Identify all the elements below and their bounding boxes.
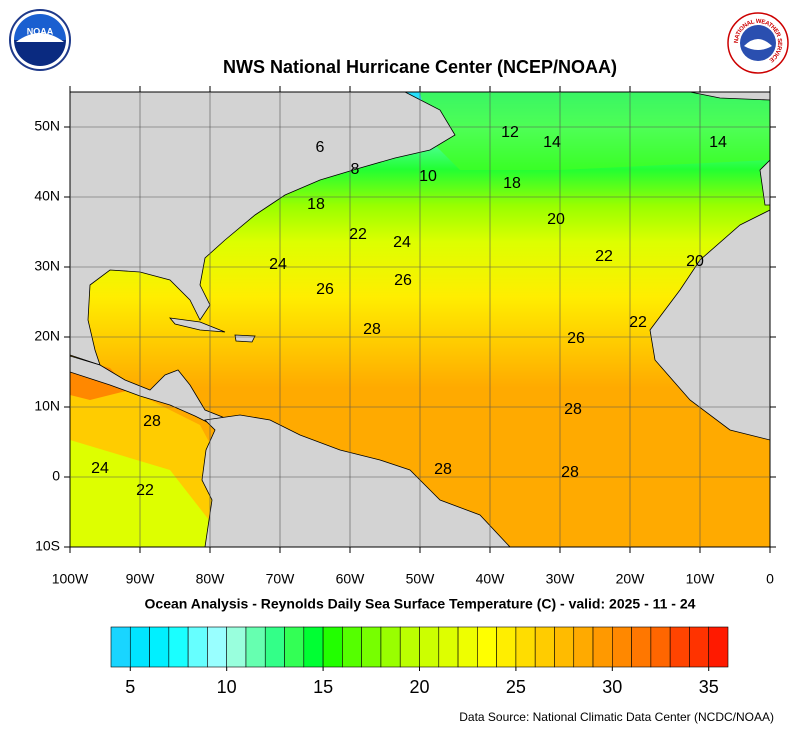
north-atlantic <box>420 92 770 170</box>
colorbar-tick-label: 10 <box>217 677 237 697</box>
colorbar-cell <box>168 626 189 668</box>
colorbar-cell <box>129 626 150 668</box>
x-tick-label: 0 <box>766 571 774 587</box>
x-tick-label: 50W <box>406 571 436 587</box>
colorbar-cell <box>592 626 613 668</box>
colorbar-cell <box>342 626 362 668</box>
colorbar-cell <box>226 626 247 668</box>
contour-label: 18 <box>307 196 325 213</box>
colorbar-cell <box>245 626 266 668</box>
contour-label: 22 <box>349 226 367 243</box>
contour-label: 26 <box>394 272 412 289</box>
x-tick-label: 40W <box>476 571 506 587</box>
x-tick-label: 70W <box>266 571 296 587</box>
contour-label: 26 <box>316 281 334 298</box>
colorbar-cell <box>573 626 594 668</box>
colorbar-cell <box>322 626 343 668</box>
cuba <box>169 317 226 333</box>
source: Data Source: National Climatic Data Cent… <box>459 710 774 724</box>
noaa-logo: NOAA <box>9 9 71 71</box>
contour-label: 24 <box>91 460 109 477</box>
colorbar-cell <box>361 626 382 668</box>
colorbar-cell <box>303 626 324 668</box>
noaa-logo-text: NOAA <box>27 26 54 36</box>
colorbar-cell <box>110 626 131 668</box>
colorbar-cell <box>399 626 420 668</box>
colorbar-tick-label: 30 <box>602 677 622 697</box>
colorbar-tick-label: 5 <box>125 677 135 697</box>
y-tick-label: 30N <box>34 258 60 274</box>
y-tick-label: 0 <box>52 468 60 484</box>
north-america <box>70 92 456 366</box>
contour-label: 6 <box>316 139 325 156</box>
contour-label: 22 <box>629 314 647 331</box>
contour-label: 28 <box>363 321 381 338</box>
colorbar-cell <box>207 626 227 668</box>
colorbar-cell <box>187 626 208 668</box>
colorbar-cell <box>631 626 652 668</box>
contour-label: 20 <box>547 211 565 228</box>
colorbar-cell <box>380 626 401 668</box>
y-tick-label: 20N <box>34 328 60 344</box>
colorbar-cell <box>708 626 729 668</box>
colorbar-cell <box>284 626 305 668</box>
contour-label: 22 <box>595 248 613 265</box>
africa <box>649 209 770 441</box>
colorbar-cell <box>612 626 632 668</box>
colorbar-cell <box>438 626 459 668</box>
colorbar-cell <box>419 626 440 668</box>
colorbar-cell <box>515 626 536 668</box>
contour-label: 18 <box>503 175 521 192</box>
x-tick-label: 10W <box>686 571 716 587</box>
contour-label: 8 <box>351 161 360 178</box>
hispaniola <box>234 334 256 343</box>
pacific-cool <box>70 440 230 547</box>
x-tick-label: 90W <box>126 571 156 587</box>
south-america <box>201 414 511 547</box>
colorbar-tick-label: 25 <box>506 677 526 697</box>
contour-label: 14 <box>543 134 561 151</box>
y-tick-label: 40N <box>34 188 60 204</box>
iberia <box>759 159 770 206</box>
contour-label: 28 <box>564 401 582 418</box>
contour-label: 14 <box>709 134 727 151</box>
colorbar-cell <box>477 626 497 668</box>
contour-label: 26 <box>567 330 585 347</box>
contour-label: 24 <box>269 256 287 273</box>
y-tick-label: 10N <box>34 398 60 414</box>
colorbar-cell <box>264 626 285 668</box>
x-tick-label: 100W <box>52 571 89 587</box>
title: NWS National Hurricane Center (NCEP/NOAA… <box>223 57 617 77</box>
land <box>70 92 770 547</box>
contour-label: 22 <box>136 482 154 499</box>
colorbar-cell <box>534 626 555 668</box>
colorbar-tick-label: 15 <box>313 677 333 697</box>
nws-logo: NATIONAL WEATHER SERVICE <box>727 12 789 74</box>
europe <box>689 92 770 101</box>
colorbar-cell <box>496 626 517 668</box>
contour-label: 28 <box>434 461 452 478</box>
contour-label: 12 <box>501 124 519 141</box>
colorbar-cell <box>149 626 170 668</box>
colorbar-cell <box>650 626 671 668</box>
contour-label: 20 <box>686 253 704 270</box>
colorbar-cell <box>554 626 575 668</box>
x-tick-label: 60W <box>336 571 366 587</box>
contour-label: 24 <box>393 234 411 251</box>
contour-label: 28 <box>143 413 161 430</box>
y-tick-label: 50N <box>34 118 60 134</box>
contour-label: 28 <box>561 464 579 481</box>
colorbar-tick-label: 35 <box>699 677 719 697</box>
x-tick-label: 20W <box>616 571 646 587</box>
caption: Ocean Analysis - Reynolds Daily Sea Surf… <box>145 596 696 612</box>
contour-label: 10 <box>419 168 437 185</box>
colorbar-cell <box>689 626 710 668</box>
x-tick-label: 80W <box>196 571 226 587</box>
colorbar-cell <box>669 626 690 668</box>
colorbar-cell <box>457 626 478 668</box>
x-tick-label: 30W <box>546 571 576 587</box>
y-tick-label: 10S <box>35 538 60 554</box>
colorbar-tick-label: 20 <box>409 677 429 697</box>
